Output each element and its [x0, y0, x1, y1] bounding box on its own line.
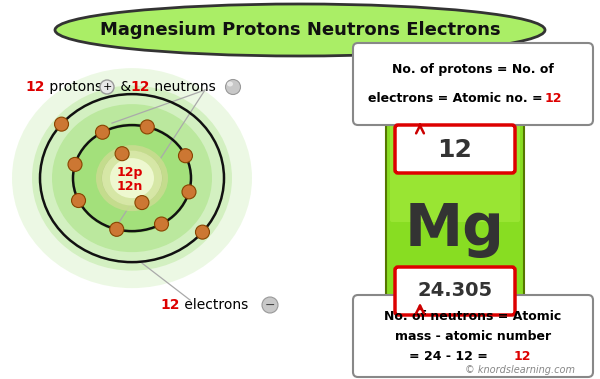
Text: mass - atomic number: mass - atomic number	[395, 329, 551, 343]
Ellipse shape	[100, 80, 114, 94]
Ellipse shape	[155, 217, 169, 231]
Text: 12: 12	[160, 298, 179, 312]
FancyBboxPatch shape	[395, 267, 515, 315]
Text: &: &	[116, 80, 136, 94]
Ellipse shape	[110, 158, 154, 198]
FancyBboxPatch shape	[353, 295, 593, 377]
Text: +: +	[103, 82, 112, 92]
Ellipse shape	[135, 196, 149, 210]
Ellipse shape	[226, 80, 241, 94]
Text: −: −	[265, 299, 275, 312]
Ellipse shape	[68, 157, 82, 171]
Text: = 24 - 12 =: = 24 - 12 =	[409, 349, 493, 362]
Text: 12: 12	[25, 80, 44, 94]
Text: 12n: 12n	[117, 180, 143, 193]
Text: 12: 12	[437, 138, 472, 162]
Text: Mg: Mg	[405, 202, 505, 258]
Ellipse shape	[55, 117, 68, 131]
Text: electrons: electrons	[180, 298, 248, 312]
Ellipse shape	[115, 147, 129, 161]
FancyBboxPatch shape	[390, 120, 520, 222]
Text: No. of protons = No. of: No. of protons = No. of	[392, 64, 554, 77]
Ellipse shape	[55, 4, 545, 56]
Ellipse shape	[12, 68, 252, 288]
Ellipse shape	[182, 185, 196, 199]
Text: 12: 12	[545, 91, 563, 105]
Text: 12p: 12p	[117, 166, 143, 179]
Ellipse shape	[178, 149, 193, 163]
Text: 24.305: 24.305	[418, 282, 493, 301]
Text: Magnesium Protons Neutrons Electrons: Magnesium Protons Neutrons Electrons	[100, 21, 500, 39]
Text: electrons = Atomic no. =: electrons = Atomic no. =	[368, 91, 548, 105]
FancyBboxPatch shape	[395, 125, 515, 173]
Ellipse shape	[52, 104, 212, 252]
Ellipse shape	[196, 225, 209, 239]
Ellipse shape	[32, 86, 232, 271]
Text: protons: protons	[45, 80, 102, 94]
Ellipse shape	[140, 120, 154, 134]
Text: 12: 12	[514, 349, 532, 362]
Ellipse shape	[262, 297, 278, 313]
Ellipse shape	[95, 125, 109, 139]
Text: neutrons: neutrons	[150, 80, 216, 94]
FancyBboxPatch shape	[386, 116, 524, 324]
Ellipse shape	[71, 194, 86, 208]
Ellipse shape	[102, 150, 162, 206]
Ellipse shape	[227, 81, 233, 86]
Text: No. of neutrons = Atomic: No. of neutrons = Atomic	[385, 310, 562, 323]
Text: © knordslearning.com: © knordslearning.com	[465, 365, 575, 375]
Ellipse shape	[110, 222, 124, 236]
Text: 12: 12	[130, 80, 149, 94]
Ellipse shape	[96, 145, 168, 211]
FancyBboxPatch shape	[353, 43, 593, 125]
Ellipse shape	[72, 123, 192, 233]
